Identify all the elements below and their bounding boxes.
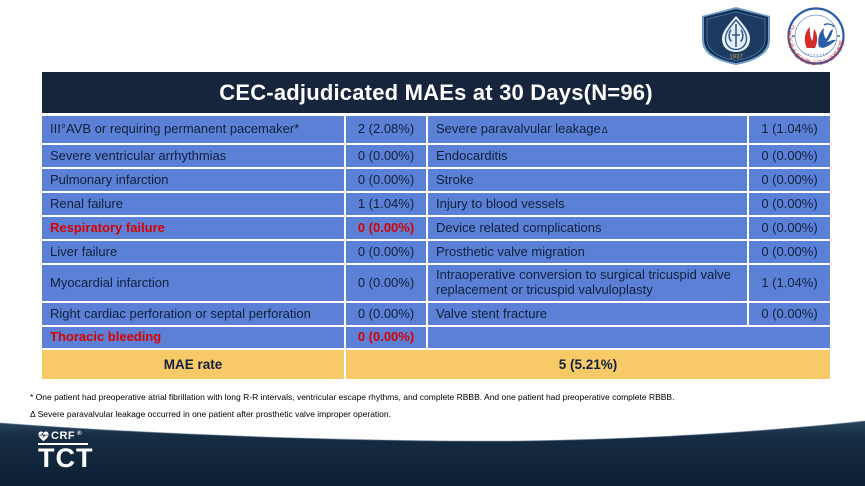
mae-item-label: Intraoperative conversion to surgical tr… [428, 265, 747, 301]
tct-label: TCT [38, 443, 94, 473]
mae-item-value: 0 (0.00%) [749, 169, 830, 191]
crf-logo-line: CRF ® [38, 430, 128, 442]
mae-item-label: Myocardial infarction [42, 265, 344, 301]
mae-item-value: 0 (0.00%) [749, 193, 830, 215]
crf-label: CRF [51, 430, 76, 442]
crf-heart-icon [38, 431, 49, 441]
crf-tct-logo: CRF ® TCT [38, 430, 128, 472]
hospital-shield-logo-icon: 1937 [702, 7, 770, 65]
mae-empty-cell [428, 327, 830, 348]
table-title: CEC-adjudicated MAEs at 30 Days(N=96) [219, 79, 653, 105]
mae-item-label: Thoracic bleeding [42, 327, 344, 348]
mae-total-label: MAE rate [42, 350, 344, 379]
mae-item-label: Injury to blood vessels [428, 193, 747, 215]
mae-item-label: Respiratory failure [42, 217, 344, 239]
mae-table-grid: III°AVB or requiring permanent pacemaker… [42, 116, 830, 379]
table-title-bar: CEC-adjudicated MAEs at 30 Days(N=96) [42, 72, 830, 113]
research-center-logo-icon: 国家放射与治疗临床医学研究中心 [786, 7, 845, 65]
mae-item-label: III°AVB or requiring permanent pacemaker… [42, 116, 344, 143]
mae-item-label: Right cardiac perforation or septal perf… [42, 303, 344, 325]
footnote-delta: Δ Severe paravalvular leakage occurred i… [30, 409, 391, 419]
mae-item-value: 0 (0.00%) [346, 303, 426, 325]
mae-item-value: 0 (0.00%) [749, 145, 830, 167]
logo-strip: 1937 国家放射与治疗临床医学研究中心 [698, 5, 860, 67]
mae-item-value: 0 (0.00%) [749, 217, 830, 239]
mae-item-label: Endocarditis [428, 145, 747, 167]
mae-item-value: 0 (0.00%) [346, 145, 426, 167]
mae-item-value: 0 (0.00%) [346, 217, 426, 239]
mae-item-label: Severe ventricular arrhythmias [42, 145, 344, 167]
crf-tct-divider [38, 443, 88, 445]
mae-item-label: Pulmonary infarction [42, 169, 344, 191]
mae-item-value: 0 (0.00%) [346, 169, 426, 191]
mae-item-value: 1 (1.04%) [749, 265, 830, 301]
mae-item-value: 2 (2.08%) [346, 116, 426, 143]
mae-item-value: 0 (0.00%) [346, 327, 426, 348]
shield-year-label: 1937 [729, 55, 743, 61]
mae-item-value: 0 (0.00%) [749, 241, 830, 263]
mae-item-label: Device related complications [428, 217, 747, 239]
mae-item-label: Severe paravalvular leakage Δ [428, 116, 747, 143]
mae-item-value: 0 (0.00%) [749, 303, 830, 325]
mae-total-value: 5 (5.21%) [346, 350, 830, 379]
mae-item-value: 1 (1.04%) [346, 193, 426, 215]
mae-item-label: Stroke [428, 169, 747, 191]
mae-item-label: Liver failure [42, 241, 344, 263]
footnote-asterisk: * One patient had preoperative atrial fi… [30, 392, 675, 402]
mae-item-value: 0 (0.00%) [346, 265, 426, 301]
mae-item-value: 0 (0.00%) [346, 241, 426, 263]
mae-item-value: 1 (1.04%) [749, 116, 830, 143]
mae-item-label: Prosthetic valve migration [428, 241, 747, 263]
footer-wave-shape [0, 420, 865, 486]
mae-item-label: Valve stent fracture [428, 303, 747, 325]
mae-item-label: Renal failure [42, 193, 344, 215]
